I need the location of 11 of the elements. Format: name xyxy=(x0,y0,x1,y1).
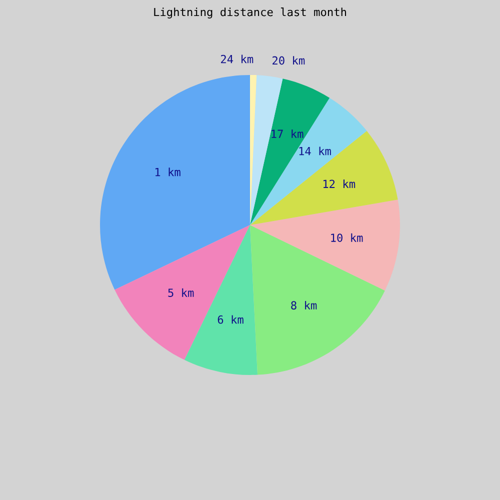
slice-label: 17 km xyxy=(272,129,304,138)
slice-label: 20 km xyxy=(272,56,305,65)
slice-label: 1 km xyxy=(155,168,180,176)
slice-label: 6 km xyxy=(218,315,244,324)
chart-title: Lightning distance last month xyxy=(154,8,346,18)
slice-label: 24 km xyxy=(221,54,254,64)
slice-label: 5 km xyxy=(168,288,194,297)
slice-label: 10 km xyxy=(331,233,363,242)
slice-label: 14 km xyxy=(299,146,331,156)
slice-label: 8 km xyxy=(291,300,317,310)
slice-label: 12 km xyxy=(323,180,356,188)
